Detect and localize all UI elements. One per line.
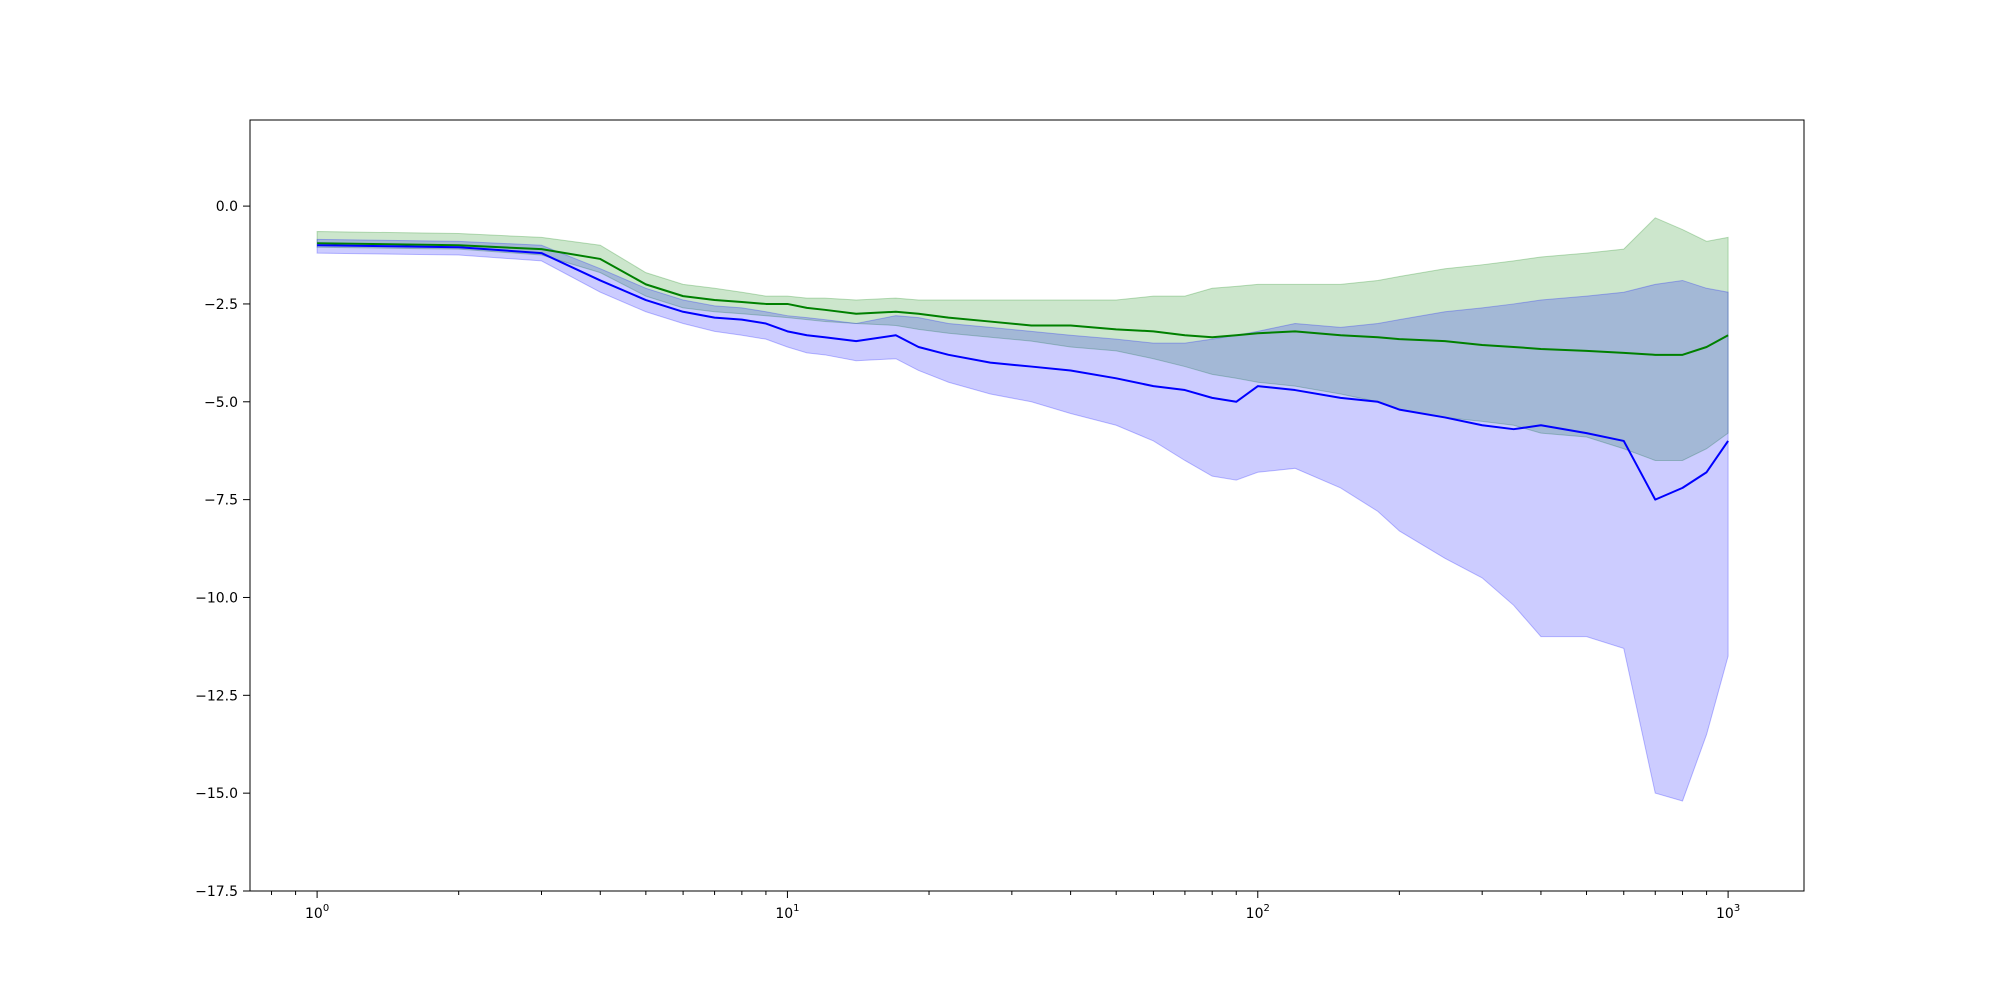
y-tick-label: −17.5 [195,884,238,900]
y-tick-label: −12.5 [195,688,238,704]
series-lines [317,242,1729,501]
y-tick-label: −5.0 [204,395,238,411]
series-2-line [317,244,1729,501]
confidence-bands [316,217,1729,802]
x-tick-label: 102 [1246,903,1270,922]
x-tick-label: 100 [305,903,329,922]
y-tick-label: −10.0 [195,590,238,606]
series-1-line [317,242,1729,356]
x-tick-label: 101 [775,903,799,922]
x-tick-label: 103 [1716,903,1740,922]
y-tick-label: 0.0 [216,199,238,215]
y-tick-label: −7.5 [204,493,238,509]
axes: 0.0 −2.5 −5.0 −7.5 −10.0 −12.5 −15.0 −17.5 100 10… [195,199,1740,922]
y-tick-label: −15.0 [195,786,238,802]
plot-frame [249,119,1805,892]
y-tick-label: −2.5 [204,297,238,313]
series-1-band [316,217,1729,461]
series-2-band [316,238,1729,802]
